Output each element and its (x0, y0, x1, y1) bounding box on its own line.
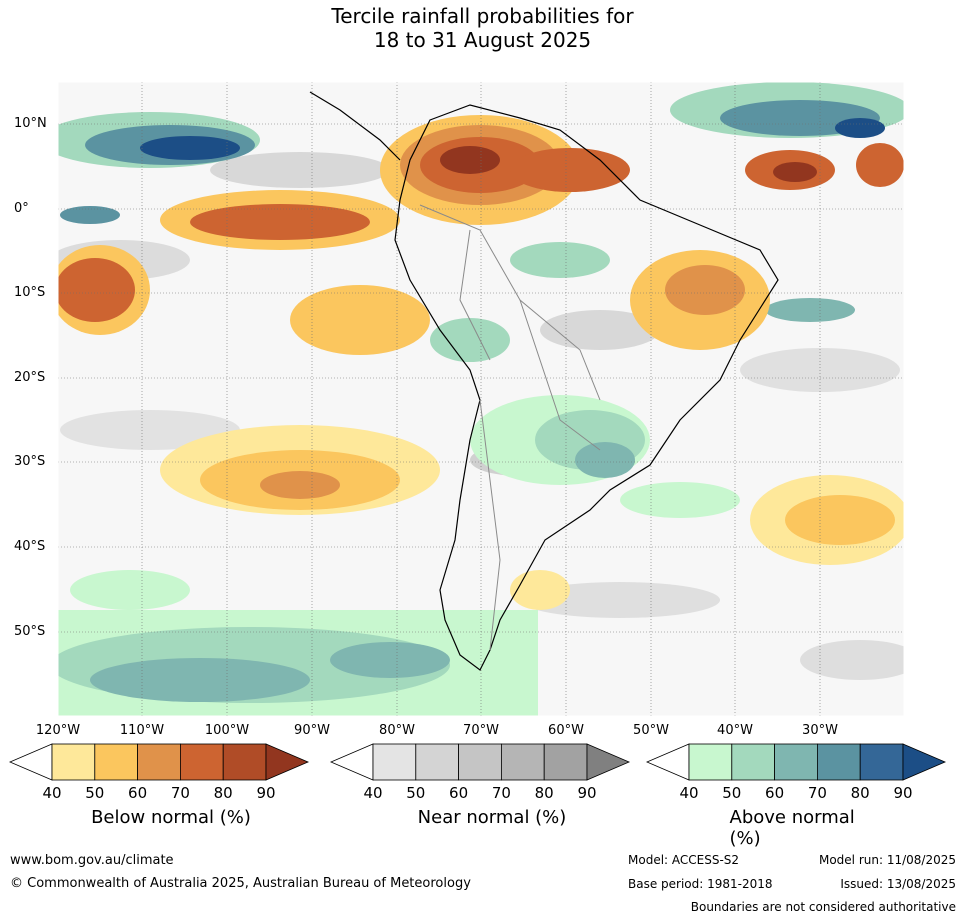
colorbar-group (8, 743, 947, 781)
colorbar-segment (859, 743, 904, 781)
colorbar-title: Below normal (%) (91, 807, 251, 828)
latitude-label: 10°N (14, 116, 47, 131)
model-name: Model: ACCESS-S2 (628, 853, 740, 867)
colorbar-segment (94, 743, 139, 781)
colorbar-segment (372, 743, 417, 781)
colorbar-tick-label: 60 (765, 784, 785, 802)
colorbar-low-triangle (8, 743, 53, 781)
colorbar-tick-label: 70 (807, 784, 827, 802)
latitude-label: 20°S (14, 370, 46, 385)
colorbar-segment (774, 743, 818, 781)
colorbar-tick-label: 70 (491, 784, 511, 802)
website-link[interactable]: www.bom.gov.au/climate (10, 853, 174, 868)
boundaries-disclaimer: Boundaries are not considered authoritat… (690, 900, 956, 914)
colorbar-tick-label: 80 (850, 784, 870, 802)
colorbar-tick-label: 40 (42, 784, 62, 802)
country-borders (419, 204, 601, 651)
colorbar-high-triangle (586, 743, 631, 781)
colorbar-tick-label: 40 (679, 784, 699, 802)
colorbar-tick-label: 80 (534, 784, 554, 802)
colorbar-tick-label: 80 (213, 784, 233, 802)
colorbar-tick-label: 90 (893, 784, 913, 802)
colorbar-low-triangle (329, 743, 374, 781)
colorbar-high-triangle (265, 743, 310, 781)
colorbar-segment (458, 743, 502, 781)
colorbar-segment (137, 743, 181, 781)
graticule (57, 82, 904, 716)
map-title-line2: 18 to 31 August 2025 (373, 28, 592, 52)
longitude-label: 40°W (717, 723, 753, 738)
longitude-label: 60°W (548, 723, 584, 738)
latitude-label: 40°S (14, 539, 46, 554)
colorbar-title: Above normal (%) (729, 807, 855, 849)
latitude-label: 10°S (14, 285, 46, 300)
colorbar-segment (500, 743, 545, 781)
longitude-label: 70°W (463, 723, 499, 738)
latitude-label: 30°S (14, 454, 46, 469)
colorbar-segment (179, 743, 224, 781)
colorbar-tick-label: 50 (406, 784, 426, 802)
colorbar-tick-label: 90 (577, 784, 597, 802)
colorbar-tick-label: 60 (449, 784, 469, 802)
longitude-label: 100°W (204, 723, 250, 738)
colorbar-high-triangle (902, 743, 947, 781)
latitude-label: 0° (14, 201, 29, 216)
colorbar-segment (817, 743, 861, 781)
model-run-date: Model run: 11/08/2025 (818, 853, 956, 867)
colorbar-tick-label: 90 (256, 784, 276, 802)
colorbar-segment (222, 743, 267, 781)
colorbar-segment (731, 743, 775, 781)
longitude-label: 120°W (35, 723, 81, 738)
longitude-label: 50°W (633, 723, 669, 738)
colorbar-title: Near normal (%) (417, 807, 567, 828)
colorbar-tick-label: 50 (85, 784, 105, 802)
longitude-label: 80°W (379, 723, 415, 738)
colorbar-tick-label: 50 (722, 784, 742, 802)
colorbar-segment (51, 743, 96, 781)
colorbar-low-triangle (645, 743, 690, 781)
colorbar-segment (688, 743, 733, 781)
probability-field (58, 82, 904, 716)
longitude-label: 30°W (802, 723, 838, 738)
base-period: Base period: 1981-2018 (628, 877, 773, 891)
coastline (309, 91, 779, 671)
copyright-text: © Commonwealth of Australia 2025, Austra… (10, 876, 471, 891)
longitude-label: 110°W (119, 723, 165, 738)
colorbar-segment (415, 743, 459, 781)
colorbar-segment (543, 743, 588, 781)
issued-date: Issued: 13/08/2025 (840, 877, 956, 891)
colorbar-tick-label: 70 (170, 784, 190, 802)
colorbar-tick-label: 60 (128, 784, 148, 802)
longitude-label: 90°W (294, 723, 330, 738)
plot-frame (57, 81, 905, 717)
map-title-line1: Tercile rainfall probabilities for (331, 4, 634, 28)
colorbar-tick-label: 40 (363, 784, 383, 802)
latitude-label: 50°S (14, 624, 46, 639)
